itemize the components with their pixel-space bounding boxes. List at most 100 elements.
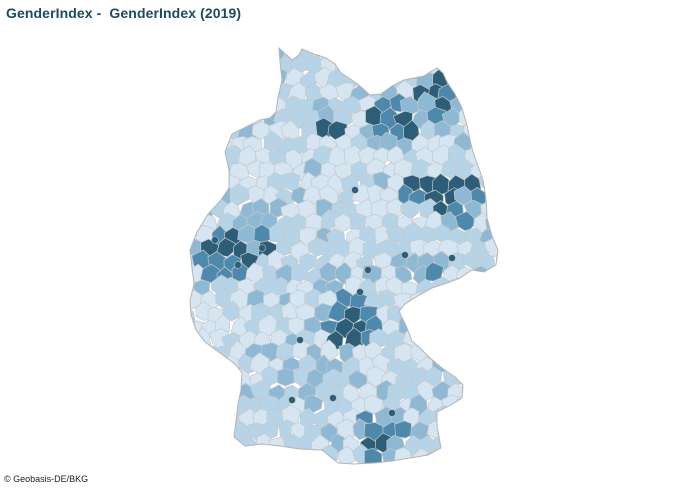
district-region[interactable] bbox=[446, 434, 464, 456]
district-region[interactable] bbox=[263, 31, 281, 52]
district-region[interactable] bbox=[433, 44, 454, 66]
district-region[interactable] bbox=[494, 68, 515, 90]
city-district[interactable] bbox=[329, 394, 337, 402]
district-region[interactable] bbox=[483, 108, 505, 129]
district-region[interactable] bbox=[201, 446, 219, 465]
district-region[interactable] bbox=[187, 447, 206, 469]
district-region[interactable] bbox=[289, 31, 309, 53]
district-region[interactable] bbox=[177, 197, 198, 218]
district-region[interactable] bbox=[468, 26, 489, 50]
district-region[interactable] bbox=[492, 226, 512, 245]
district-region[interactable] bbox=[485, 79, 505, 101]
district-region[interactable] bbox=[261, 448, 281, 468]
district-region[interactable] bbox=[456, 57, 477, 80]
district-region[interactable] bbox=[449, 43, 468, 64]
district-region[interactable] bbox=[478, 145, 499, 167]
district-region[interactable] bbox=[454, 368, 471, 386]
district-region[interactable] bbox=[259, 55, 280, 76]
district-region[interactable] bbox=[476, 331, 497, 353]
district-region[interactable] bbox=[408, 29, 428, 49]
district-region[interactable] bbox=[363, 31, 386, 51]
district-region[interactable] bbox=[394, 420, 412, 439]
district-region[interactable] bbox=[435, 301, 453, 321]
district-region[interactable] bbox=[484, 34, 504, 54]
district-region[interactable] bbox=[185, 391, 203, 414]
district-region[interactable] bbox=[440, 344, 460, 365]
district-region[interactable] bbox=[386, 42, 407, 64]
district-region[interactable] bbox=[179, 357, 196, 378]
district-region[interactable] bbox=[173, 448, 191, 470]
district-region[interactable] bbox=[471, 54, 491, 74]
district-region[interactable] bbox=[234, 96, 255, 115]
district-region[interactable] bbox=[380, 54, 400, 77]
district-region[interactable] bbox=[253, 65, 273, 89]
district-region[interactable] bbox=[484, 419, 504, 439]
district-region[interactable] bbox=[492, 202, 510, 223]
district-region[interactable] bbox=[456, 290, 474, 313]
district-region[interactable] bbox=[221, 381, 242, 404]
district-region[interactable] bbox=[471, 292, 492, 312]
district-region[interactable] bbox=[463, 358, 483, 379]
district-region[interactable] bbox=[276, 368, 296, 387]
city-district[interactable] bbox=[388, 409, 396, 417]
district-region[interactable] bbox=[486, 445, 505, 469]
district-region[interactable] bbox=[192, 407, 213, 430]
district-region[interactable] bbox=[195, 43, 215, 62]
district-region[interactable] bbox=[409, 53, 430, 74]
district-region[interactable] bbox=[207, 66, 226, 88]
district-region[interactable] bbox=[447, 67, 466, 88]
district-region[interactable] bbox=[201, 157, 221, 178]
district-region[interactable] bbox=[471, 135, 488, 154]
district-region[interactable] bbox=[194, 70, 214, 91]
district-region[interactable] bbox=[218, 448, 237, 467]
district-region[interactable] bbox=[493, 433, 512, 455]
district-region[interactable] bbox=[480, 307, 498, 326]
district-region[interactable] bbox=[207, 92, 227, 114]
district-region[interactable] bbox=[491, 174, 509, 197]
district-region[interactable] bbox=[207, 406, 228, 426]
district-region[interactable] bbox=[481, 95, 498, 119]
district-region[interactable] bbox=[185, 342, 204, 362]
city-district[interactable] bbox=[364, 266, 372, 274]
district-region[interactable] bbox=[487, 396, 507, 418]
district-region[interactable] bbox=[460, 70, 481, 92]
district-region[interactable] bbox=[276, 448, 296, 467]
district-region[interactable] bbox=[449, 301, 470, 321]
district-region[interactable] bbox=[433, 330, 456, 350]
district-region[interactable] bbox=[475, 42, 494, 64]
district-region[interactable] bbox=[199, 184, 220, 205]
city-district[interactable] bbox=[356, 288, 364, 296]
city-district[interactable] bbox=[448, 254, 456, 262]
district-region[interactable] bbox=[209, 380, 228, 402]
district-region[interactable] bbox=[263, 130, 282, 151]
district-region[interactable] bbox=[193, 357, 214, 378]
district-region[interactable] bbox=[201, 137, 220, 158]
district-region[interactable] bbox=[179, 66, 199, 87]
district-region[interactable] bbox=[168, 185, 187, 204]
district-region[interactable] bbox=[213, 56, 232, 77]
district-region[interactable] bbox=[493, 43, 511, 62]
district-region[interactable] bbox=[450, 407, 468, 429]
district-region[interactable] bbox=[169, 214, 187, 234]
district-region[interactable] bbox=[461, 436, 482, 455]
district-region[interactable] bbox=[393, 447, 413, 467]
district-region[interactable] bbox=[171, 344, 191, 365]
district-region[interactable] bbox=[364, 394, 384, 415]
district-region[interactable] bbox=[463, 408, 482, 432]
district-region[interactable] bbox=[410, 316, 430, 337]
district-region[interactable] bbox=[346, 41, 364, 62]
district-region[interactable] bbox=[178, 44, 197, 64]
district-region[interactable] bbox=[193, 380, 213, 403]
district-region[interactable] bbox=[371, 43, 392, 64]
district-region[interactable] bbox=[335, 82, 355, 103]
district-region[interactable] bbox=[168, 81, 187, 103]
district-region[interactable] bbox=[425, 291, 446, 314]
district-region[interactable] bbox=[224, 69, 244, 90]
district-region[interactable] bbox=[473, 106, 493, 127]
district-region[interactable] bbox=[171, 159, 189, 179]
district-region[interactable] bbox=[470, 341, 489, 363]
district-region[interactable] bbox=[448, 329, 468, 350]
district-region[interactable] bbox=[441, 446, 461, 469]
district-region[interactable] bbox=[352, 54, 372, 76]
